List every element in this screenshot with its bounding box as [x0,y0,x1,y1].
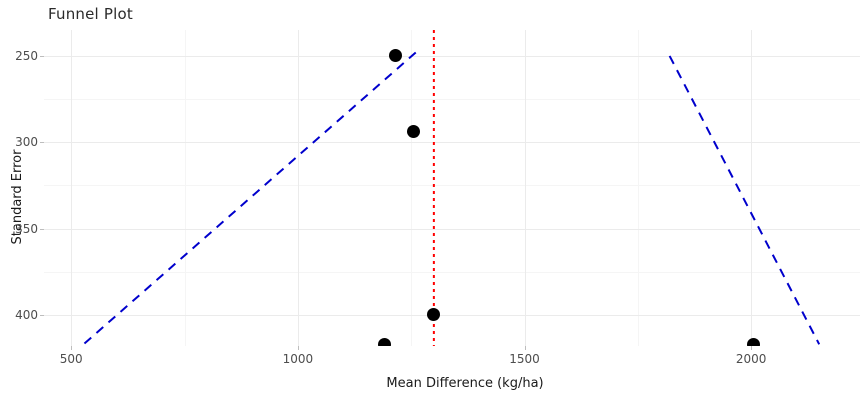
gridline-vertical-minor [411,30,413,346]
funnel-line-right [668,55,821,345]
plot-area [44,30,860,346]
x-axis-title: Mean Difference (kg/ha) [386,376,544,391]
data-point [377,337,391,346]
gridline-vertical [524,30,526,346]
gridline-horizontal [44,55,860,57]
data-point [427,308,441,322]
x-tick-label: 1000 [282,352,314,366]
y-tick-label: 300 [15,135,38,150]
gridline-horizontal-minor [44,99,860,101]
gridline-horizontal-minor [44,185,860,187]
x-tick-mark [297,346,299,350]
y-tick-mark [40,142,44,144]
y-tick-mark [40,55,44,57]
y-tick-mark [40,314,44,316]
y-axis-title: Standard Error [10,149,25,245]
x-tick-mark [71,346,73,350]
gridline-vertical-minor [637,30,639,346]
data-point [746,337,760,346]
gridline-vertical [297,30,299,346]
gridline-horizontal [44,142,860,144]
x-tick-label: 2000 [735,352,767,366]
x-tick-label: 1500 [509,352,540,366]
data-point [406,125,420,139]
gridline-vertical [71,30,73,346]
data-points-layer [44,30,860,346]
gridline-vertical-minor [184,30,186,346]
x-tick-mark [751,346,753,350]
y-tick-label: 400 [15,307,38,322]
x-tick-label: 500 [59,352,83,366]
gridline-horizontal [44,228,860,230]
y-tick-mark [40,228,44,230]
gridline-horizontal [44,314,860,316]
funnel-lines-layer [80,30,821,346]
gridline-vertical [751,30,753,346]
x-tick-mark [524,346,526,350]
page-title: Funnel Plot [48,5,133,23]
y-tick-label: 250 [15,48,38,63]
y-tick-label: 350 [15,221,38,236]
gridline-horizontal-minor [44,271,860,273]
data-point [388,49,402,63]
funnel-line-left [80,51,417,346]
